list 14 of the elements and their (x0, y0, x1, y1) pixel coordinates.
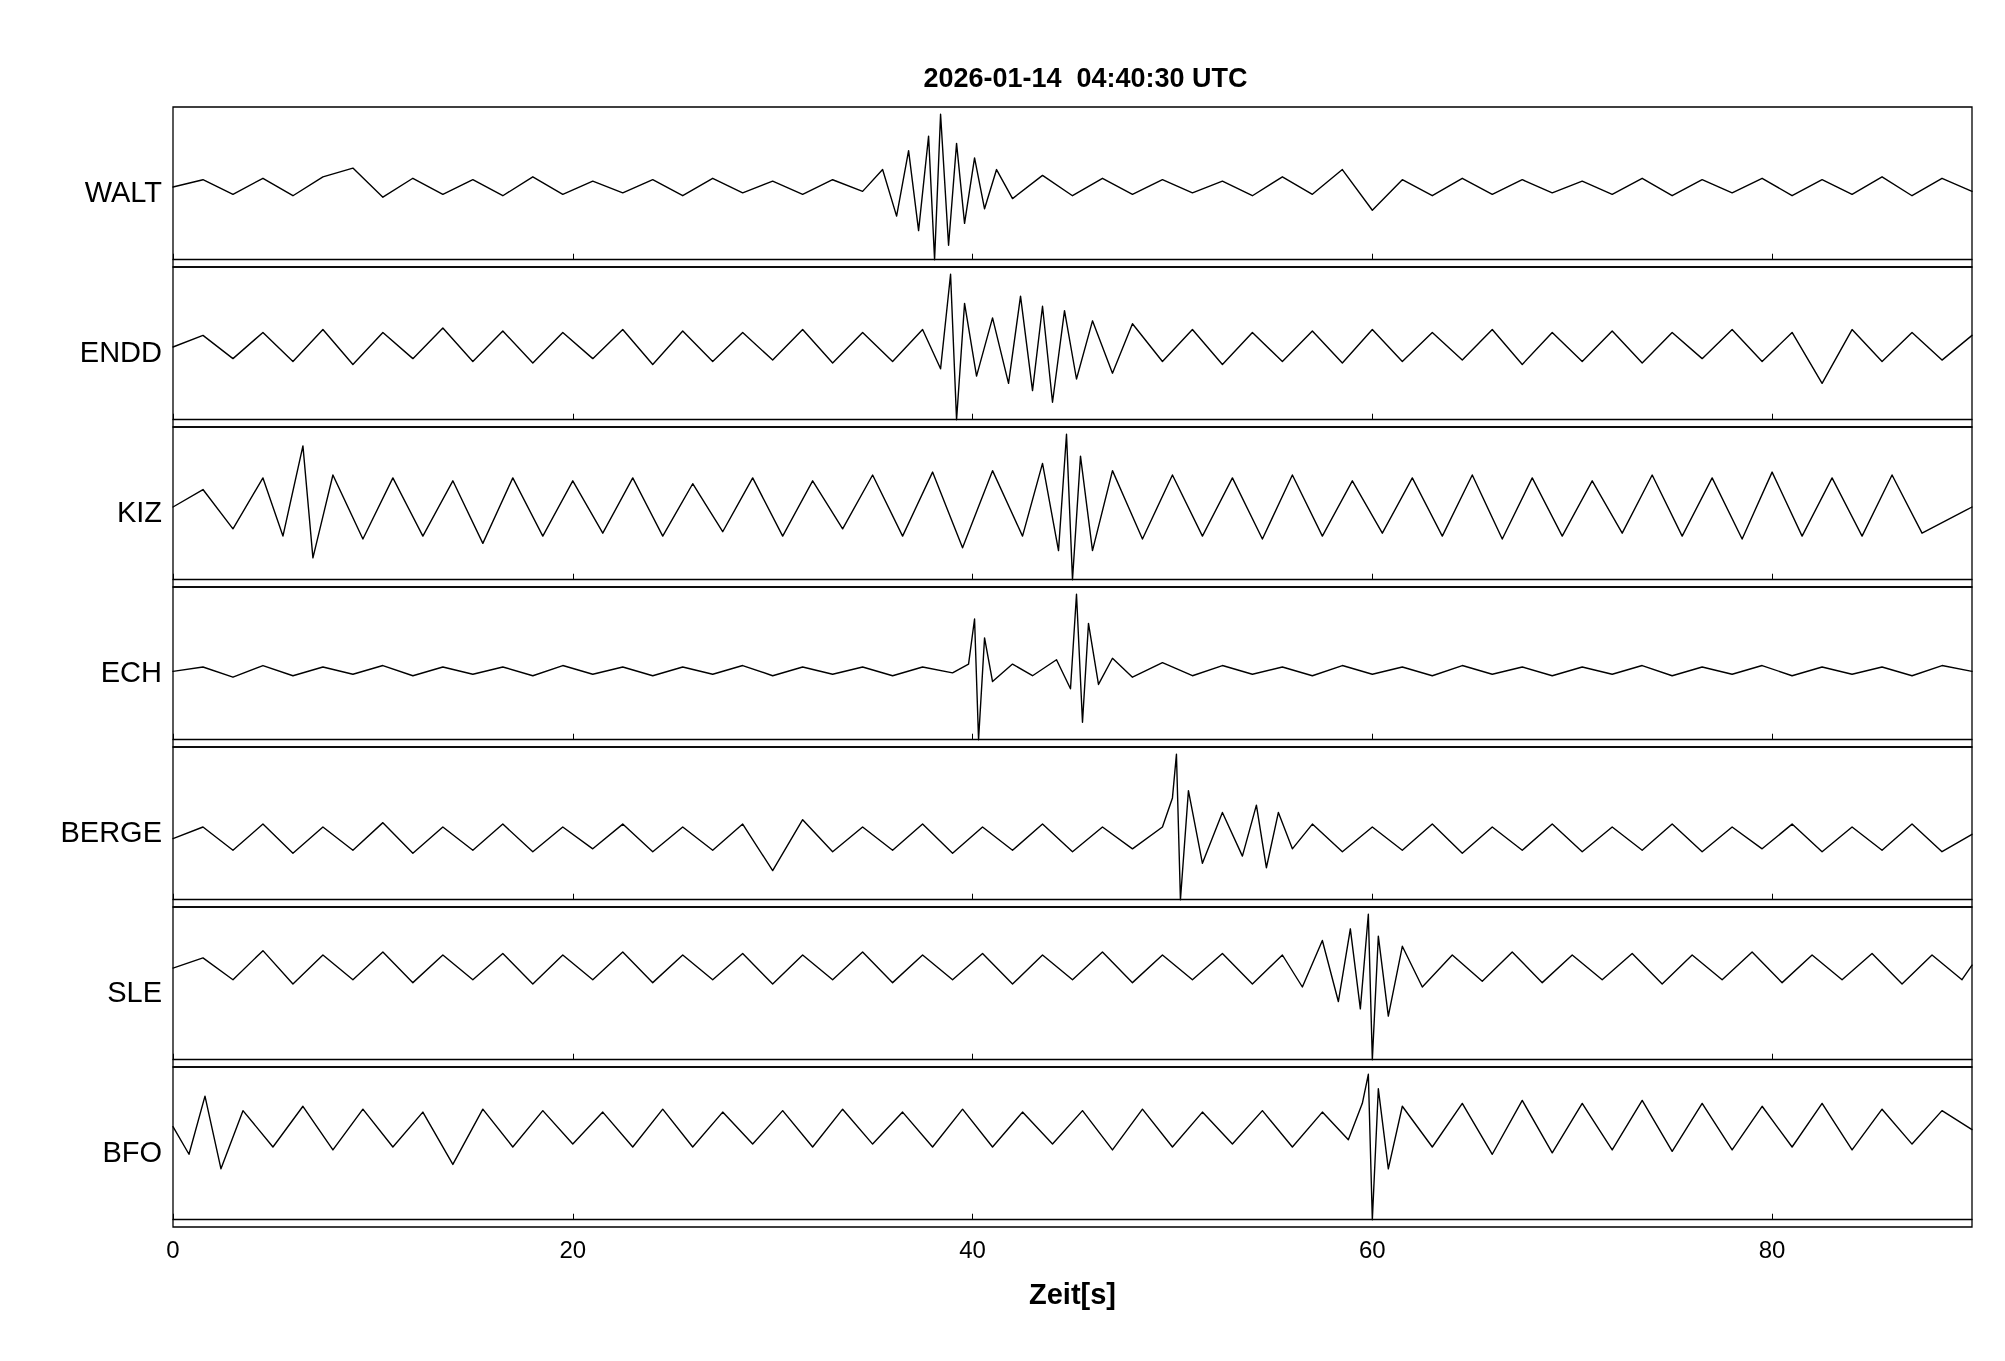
y-axis-title: ECH (100, 656, 162, 688)
y-axis-title: KIZ (116, 496, 162, 528)
x-tick-label: 60 (1358, 1235, 1386, 1263)
x-tick-label: 0 (166, 1235, 180, 1263)
y-axis-title: BERGE (60, 816, 162, 848)
y-axis-title: ENDD (79, 336, 162, 368)
x-tick-label: 20 (559, 1235, 587, 1263)
y-axis-title: BFO (102, 1136, 162, 1168)
y-axis-title: WALT (84, 176, 163, 208)
y-axis-title: SLE (107, 976, 162, 1008)
x-tick-label: 80 (1758, 1235, 1786, 1263)
x-axis-title: Zeit[s] (1029, 1277, 1116, 1310)
chart-title: 2026-01-14 04:40:30 UTC (923, 62, 1248, 93)
x-tick-label: 40 (959, 1235, 986, 1263)
